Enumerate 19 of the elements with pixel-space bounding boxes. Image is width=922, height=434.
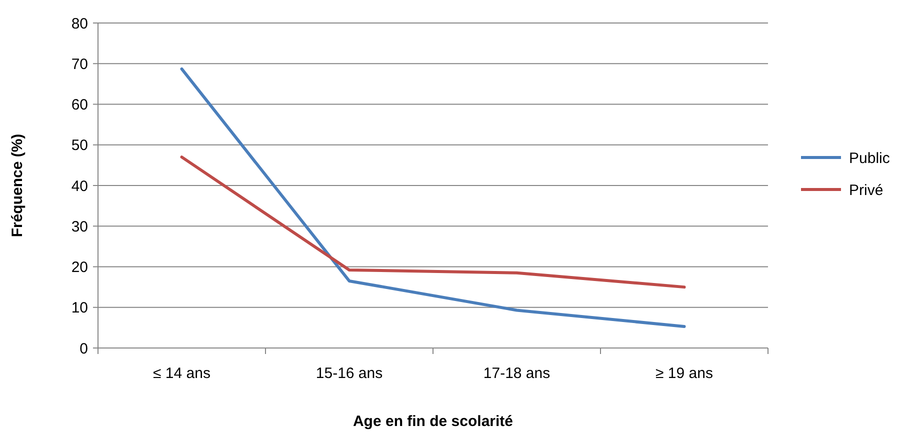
- y-tick-label: 20: [71, 259, 88, 276]
- y-tick-label: 50: [71, 137, 88, 154]
- y-tick-label: 40: [71, 178, 88, 195]
- line-series: [180, 156, 686, 289]
- x-tick-label: ≥ 19 ans: [656, 365, 713, 382]
- y-tick-label: 80: [71, 15, 88, 32]
- y-tick-label: 10: [71, 300, 88, 317]
- x-axis-title: Age en fin de scolarité: [352, 413, 514, 430]
- x-tick-label: ≤ 14 ans: [153, 365, 210, 382]
- x-tick-label: 15-16 ans: [316, 365, 383, 382]
- y-tick-label: 30: [71, 218, 88, 236]
- y-tick-label: 0: [80, 340, 88, 358]
- y-tick-label: 70: [71, 56, 88, 73]
- legend-label: Public: [849, 150, 890, 167]
- line-series: [180, 67, 686, 328]
- y-axis-title: Fréquence (%): [9, 134, 26, 238]
- y-tick-label: 60: [71, 96, 88, 114]
- x-tick-label: 17-18 ans: [483, 365, 550, 382]
- legend-label: Privé: [849, 182, 884, 199]
